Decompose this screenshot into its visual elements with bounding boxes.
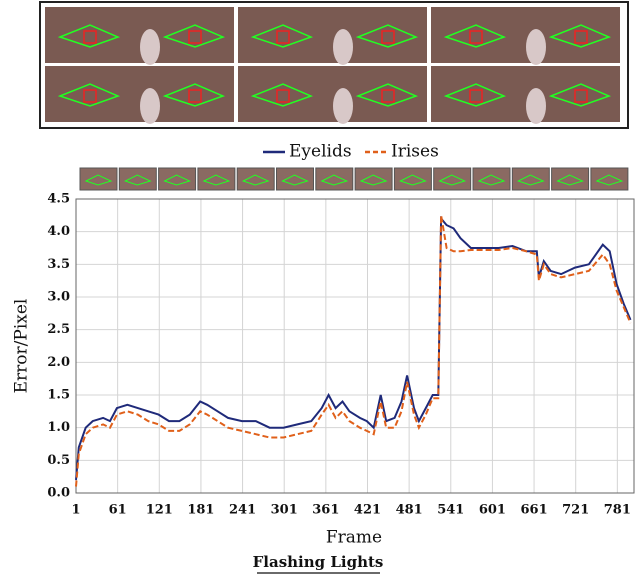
thumbnail xyxy=(354,167,393,191)
nose-highlight xyxy=(526,88,546,124)
eyelid-fit xyxy=(548,24,612,48)
photos xyxy=(45,7,620,124)
x-tick-label: 301 xyxy=(271,503,298,518)
thumbnail-fit xyxy=(163,174,191,186)
y-tick-label: 2.0 xyxy=(47,355,70,370)
iris-fit xyxy=(574,89,588,103)
y-tick-label: 0.5 xyxy=(47,453,70,468)
thumbnail-fit xyxy=(123,174,152,186)
eyelid-fit xyxy=(443,83,507,107)
iris-fit xyxy=(188,30,202,44)
x-tick-label: 781 xyxy=(604,503,631,518)
photo xyxy=(45,7,234,63)
iris-fit xyxy=(83,89,97,103)
photo xyxy=(431,7,620,63)
thumbnail xyxy=(118,167,157,191)
iris-fit xyxy=(381,30,395,44)
x-tick-label: 241 xyxy=(229,503,256,518)
iris-fit xyxy=(469,30,483,44)
thumbnail xyxy=(315,167,354,191)
y-tick-label: 3.0 xyxy=(47,290,70,305)
thumbnail xyxy=(79,167,118,191)
x-tick-label: 721 xyxy=(562,503,589,518)
nose-highlight xyxy=(333,88,353,124)
eyelid-fit xyxy=(250,83,314,107)
thumbnail-fit xyxy=(202,174,231,186)
plot-frame xyxy=(75,198,635,494)
iris-fit xyxy=(469,89,483,103)
x-tick-label: 1 xyxy=(71,503,80,518)
y-tick-label: 1.5 xyxy=(47,388,70,403)
photo xyxy=(238,66,427,122)
nose-highlight xyxy=(140,88,160,124)
x-axis-label: Frame xyxy=(326,528,382,548)
x-tick-label: 181 xyxy=(187,503,214,518)
thumbnail xyxy=(393,167,432,191)
y-tick-label: 3.5 xyxy=(47,257,70,272)
iris-fit xyxy=(188,89,202,103)
iris-fit xyxy=(276,89,290,103)
legend-label: Irises xyxy=(391,142,439,162)
thumbnail xyxy=(158,167,197,191)
thumbnail-strip xyxy=(79,167,629,191)
nose-highlight xyxy=(140,29,160,65)
thumbnail-fit xyxy=(556,174,584,186)
eyelid-fit xyxy=(162,24,226,48)
eyelid-fit xyxy=(355,24,419,48)
thumbnail xyxy=(472,167,511,191)
thumbnail-fit xyxy=(84,174,113,186)
y-axis-label: Error/Pixel xyxy=(12,299,32,394)
thumbnail xyxy=(511,167,550,191)
thumbnail xyxy=(551,167,590,191)
eyelid-fit xyxy=(355,83,419,107)
thumbnail xyxy=(433,167,472,191)
iris-fit xyxy=(276,30,290,44)
x-tick-label: 361 xyxy=(312,503,339,518)
y-tick-label: 2.5 xyxy=(47,322,70,337)
x-tick-label: 421 xyxy=(354,503,381,518)
thumbnail xyxy=(197,167,236,191)
y-tick-label: 0.0 xyxy=(47,486,70,501)
thumbnail xyxy=(236,167,275,191)
x-tick-label: 61 xyxy=(109,503,127,518)
thumbnail xyxy=(276,167,314,191)
thumbnail-fit xyxy=(241,174,270,186)
y-tick-label: 1.0 xyxy=(47,420,70,435)
x-tick-label: 601 xyxy=(479,503,506,518)
eyelid-fit xyxy=(548,83,612,107)
eyelid-fit xyxy=(57,24,121,48)
thumbnail-fit xyxy=(516,174,545,186)
legend-label: Eyelids xyxy=(289,142,352,162)
thumbnail-fit xyxy=(320,174,349,186)
iris-fit xyxy=(83,30,97,44)
x-tick-label: 661 xyxy=(520,503,547,518)
eyelid-fit xyxy=(57,83,121,107)
eyelid-fit xyxy=(162,83,226,107)
photo xyxy=(45,66,234,122)
y-tick-label: 4.5 xyxy=(47,192,70,207)
eyelid-fit xyxy=(443,24,507,48)
x-tick-label: 541 xyxy=(437,503,464,518)
photo xyxy=(431,66,620,122)
thumbnail-fit xyxy=(281,174,309,186)
thumbnail-fit xyxy=(438,174,467,186)
thumbnail-fit xyxy=(595,174,624,186)
nose-highlight xyxy=(526,29,546,65)
x-tick-label: 481 xyxy=(396,503,423,518)
thumbnail xyxy=(590,167,629,191)
thumbnail-fit xyxy=(359,174,388,186)
y-tick-label: 4.0 xyxy=(47,224,70,239)
thumbnail-fit xyxy=(399,174,427,186)
chart-title: Flashing Lights xyxy=(253,553,384,571)
series-line xyxy=(75,215,632,487)
iris-fit xyxy=(381,89,395,103)
thumbnail-fit xyxy=(477,174,506,186)
eyelid-fit xyxy=(250,24,314,48)
nose-highlight xyxy=(333,29,353,65)
photo xyxy=(238,7,427,63)
iris-fit xyxy=(574,30,588,44)
x-tick-label: 121 xyxy=(146,503,173,518)
